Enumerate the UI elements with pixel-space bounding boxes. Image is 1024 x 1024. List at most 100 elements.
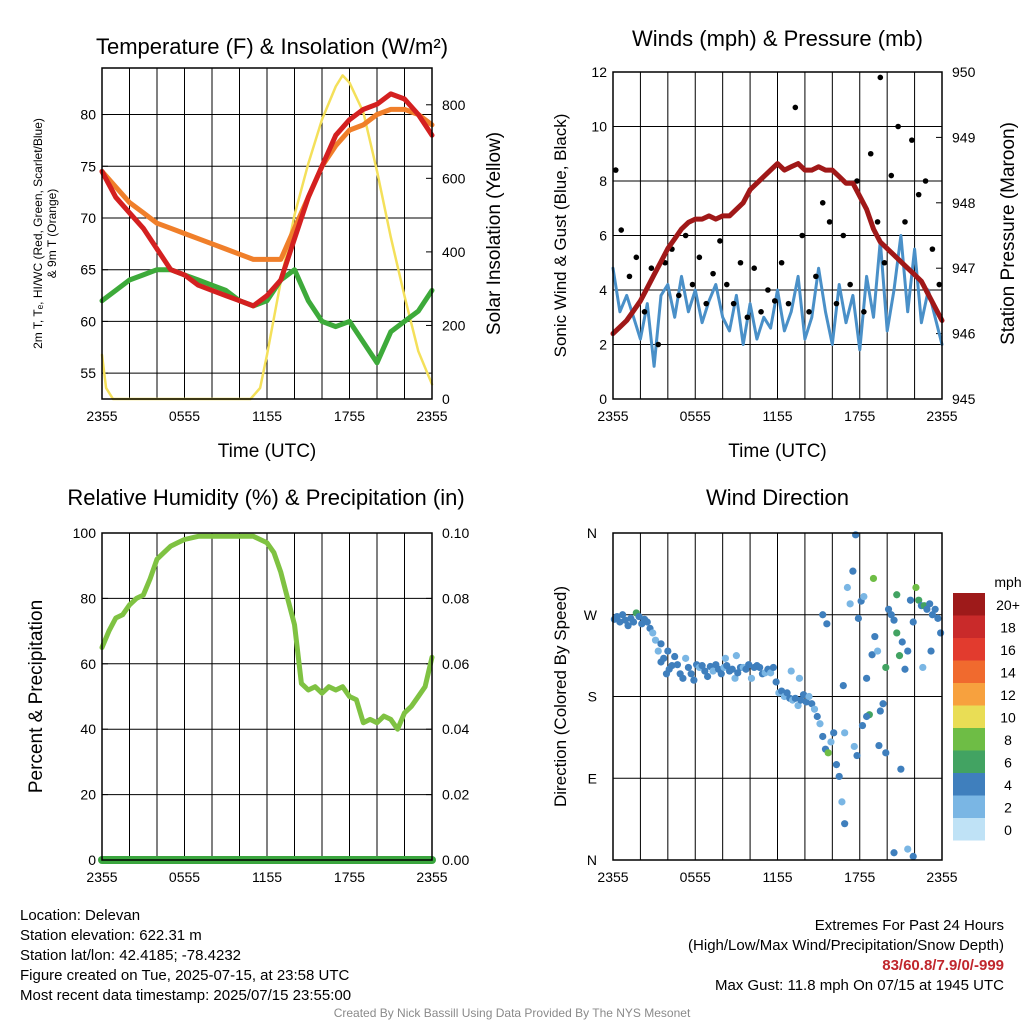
dir-xtick-label: 2355	[926, 869, 957, 885]
wind-gust-point	[717, 238, 723, 244]
colorbar-swatch	[953, 705, 985, 728]
dir-direction-point	[635, 612, 643, 621]
dir-direction-point	[897, 765, 905, 773]
dir-direction-point	[863, 712, 871, 721]
dir-direction-point	[703, 672, 712, 681]
temp-ylabel-line2: & 9m T (Orange)	[45, 189, 59, 279]
dir-ytick-label: E	[588, 770, 597, 786]
temp-xtick-label: 2355	[416, 408, 447, 424]
wind-plot-frame	[612, 71, 943, 400]
temp-xtick-label: 1155	[252, 408, 282, 424]
dir-direction-point	[682, 654, 690, 662]
dir-direction-point	[937, 629, 945, 637]
colorbar-label: 12	[1000, 687, 1016, 703]
wind-gust-point	[877, 74, 884, 81]
dir-direction-point	[787, 667, 795, 675]
dir-direction-point	[879, 700, 887, 708]
dir-direction-point	[860, 592, 868, 601]
dir-direction-point	[823, 620, 831, 628]
colorbar-label: 16	[1000, 642, 1016, 658]
dir-direction-point	[893, 629, 901, 637]
wind-gust-point	[751, 265, 757, 272]
wind-y2tick-label: 945	[952, 391, 976, 407]
dir-xtick-label: 1155	[762, 869, 792, 885]
wind-gust-point	[676, 292, 682, 299]
dir-direction-point	[934, 614, 942, 622]
dir-direction-point	[668, 662, 676, 670]
wind-gust-point	[612, 167, 619, 173]
dir-direction-point	[816, 720, 824, 728]
dir-direction-point	[827, 738, 835, 746]
wind-ytick-label: 12	[591, 64, 607, 80]
dir-direction-point	[841, 729, 849, 737]
dir-direction-point	[621, 616, 629, 624]
wind-ytick-label: 2	[599, 337, 607, 353]
wind-gust-point	[861, 309, 867, 315]
wind-y2tick-label: 946	[952, 326, 976, 342]
wind-gust-point	[765, 287, 771, 293]
colorbar-label: 2	[1004, 800, 1012, 816]
dir-direction-point	[805, 692, 813, 701]
dir-direction-point	[850, 742, 858, 751]
dir-xtick-label: 1755	[844, 869, 875, 885]
recent-data-text: Most recent data timestamp: 2025/07/15 2…	[20, 987, 352, 1004]
dir-direction-point	[838, 798, 846, 806]
temp-ytick-label: 60	[80, 313, 96, 329]
wind-gust-point	[744, 314, 751, 321]
extremes-values: 83/60.8/7.9/0/-999	[882, 957, 1004, 974]
wind-gust-point	[792, 104, 799, 111]
dir-direction-point	[819, 732, 827, 741]
dir-direction-point	[616, 618, 624, 626]
dir-direction-point	[835, 772, 843, 781]
wind-gust-point	[633, 254, 640, 261]
temp-y2label: Solar Insolation (Yellow)	[484, 132, 505, 335]
temp-xtick-label: 1755	[334, 408, 365, 424]
colorbar-swatch	[953, 638, 985, 661]
dir-direction-point	[660, 654, 668, 662]
wind-gust-point	[902, 219, 908, 225]
dir-ytick-label: S	[588, 689, 597, 705]
colorbar-label: 18	[1000, 620, 1016, 636]
dir-direction-point	[721, 654, 730, 662]
colorbar-label: 14	[1000, 665, 1016, 681]
wind-y2tick-label: 948	[952, 195, 976, 211]
temp-title: Temperature (F) & Insolation (W/m²)	[96, 34, 448, 59]
dir-direction-point	[671, 652, 679, 661]
wind-gust-point	[813, 273, 819, 280]
extremes-info: Extremes For Past 24 Hours (High/Low/Max…	[688, 916, 1004, 996]
dir-direction-point	[909, 618, 917, 626]
colorbar-swatch	[953, 615, 985, 638]
temp-ytick-label: 65	[80, 262, 96, 278]
wind-ytick-label: 4	[599, 282, 607, 298]
wind-gust-point	[737, 259, 744, 266]
dir-direction-point	[709, 667, 717, 675]
max-gust-text: Max Gust: 11.8 mph On 07/15 at 1945 UTC	[714, 977, 1004, 994]
colorbar-label: 20+	[996, 597, 1020, 613]
dir-direction-point	[928, 611, 937, 619]
colorbar-swatch	[953, 750, 985, 773]
rh-ytick-label: 20	[80, 787, 96, 803]
rh-ylabel: Percent & Precipitation	[26, 600, 47, 793]
temp-ytick-label: 55	[80, 365, 96, 381]
wind-gust-point	[929, 246, 936, 252]
dir-direction-point	[931, 605, 939, 613]
wind-panel: 2355 0555 1155 1755 235502468101294594694794…	[551, 26, 1019, 462]
colorbar-swatch	[953, 593, 985, 616]
colorbar-label: 6	[1004, 755, 1012, 771]
wind-gust-point	[730, 300, 737, 307]
dir-direction-point	[657, 640, 665, 648]
dir-direction-point	[698, 662, 706, 670]
wind-gust-point	[696, 254, 703, 261]
rh-y2tick-label: 0.02	[442, 787, 469, 803]
dir-direction-point	[919, 663, 927, 672]
wind-ytick-label: 6	[599, 228, 607, 244]
temp-y2tick-label: 200	[442, 317, 466, 333]
wind-xtick-label: 1155	[762, 408, 792, 424]
temp-ytick-label: 75	[80, 158, 96, 174]
wind-gust-point	[723, 281, 730, 288]
temp-9m-temp-line	[99, 106, 435, 262]
dir-direction-point	[732, 652, 740, 660]
wind-sonic-wind-line	[611, 234, 944, 368]
dir-direction-point	[832, 761, 841, 769]
